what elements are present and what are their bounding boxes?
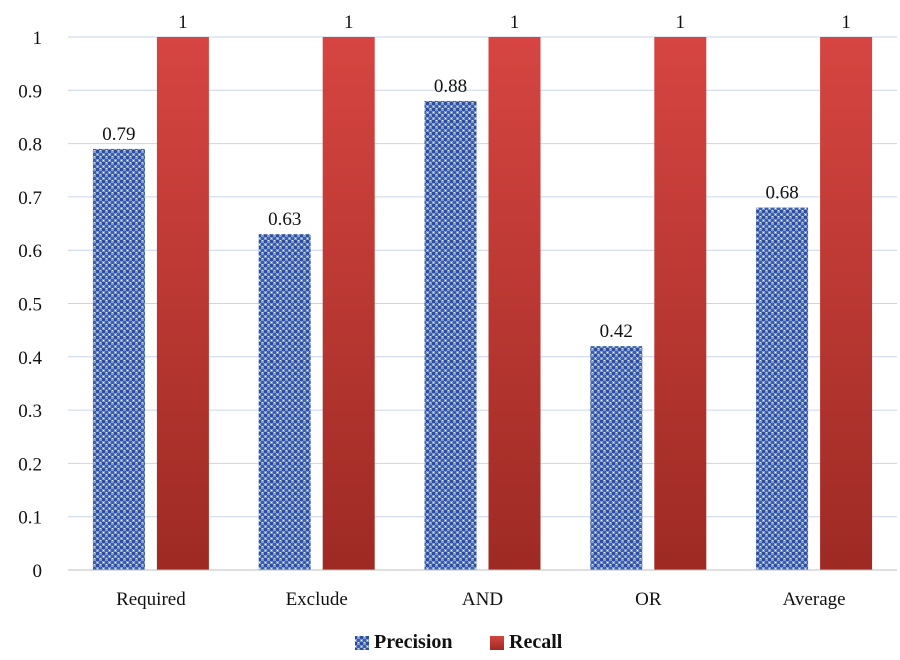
y-tick-label: 0.7 xyxy=(18,188,42,209)
precision-legend-swatch xyxy=(355,636,369,650)
recall-label-required: 1 xyxy=(178,12,188,33)
y-tick-label: 0 xyxy=(33,561,43,582)
recall-legend-swatch xyxy=(490,636,504,650)
precision-bar-required xyxy=(92,148,145,570)
recall-label-and: 1 xyxy=(510,12,520,33)
y-tick-label: 0.1 xyxy=(18,508,42,529)
recall-legend-label: Recall xyxy=(509,631,563,653)
y-tick-label: 0.3 xyxy=(18,401,42,422)
category-label-required: Required xyxy=(116,589,186,610)
y-tick-label: 0.4 xyxy=(18,348,42,369)
category-label-or: OR xyxy=(635,589,662,610)
bars xyxy=(92,37,873,571)
legend: Precision Recall xyxy=(355,631,563,653)
precision-label-average: 0.68 xyxy=(765,183,798,204)
y-tick-label: 1 xyxy=(33,28,43,49)
y-tick-label: 0.5 xyxy=(18,295,42,316)
recall-label-or: 1 xyxy=(676,12,686,33)
recall-label-exclude: 1 xyxy=(344,12,354,33)
category-label-average: Average xyxy=(783,589,846,610)
recall-bar-required xyxy=(156,37,209,570)
precision-bar-average xyxy=(756,207,809,570)
category-label-and: AND xyxy=(462,589,503,610)
y-tick-label: 0.8 xyxy=(18,135,42,156)
recall-bar-and xyxy=(488,37,541,570)
recall-bar-average xyxy=(820,37,873,570)
precision-label-exclude: 0.63 xyxy=(268,209,301,230)
precision-label-or: 0.42 xyxy=(600,321,633,342)
precision-legend-label: Precision xyxy=(374,631,453,653)
precision-label-required: 0.79 xyxy=(102,124,135,145)
precision-bar-or xyxy=(590,346,643,570)
recall-label-average: 1 xyxy=(841,12,851,33)
category-label-exclude: Exclude xyxy=(286,589,348,610)
data-labels: 0.79 1 0.63 1 0.88 1 0.42 1 0.68 1 xyxy=(102,12,851,342)
precision-bar-and xyxy=(424,100,477,571)
x-axis-categories: Required Exclude AND OR Average xyxy=(116,589,845,610)
recall-bar-or xyxy=(654,37,707,570)
y-axis-ticks: 0 0.1 0.2 0.3 0.4 0.5 0.6 0.7 0.8 0.9 1 xyxy=(18,28,42,582)
y-tick-label: 0.2 xyxy=(18,454,42,475)
precision-bar-exclude xyxy=(258,234,311,570)
precision-label-and: 0.88 xyxy=(434,76,467,97)
y-tick-label: 0.9 xyxy=(18,81,42,102)
y-tick-label: 0.6 xyxy=(18,241,42,262)
recall-bar-exclude xyxy=(322,37,375,570)
